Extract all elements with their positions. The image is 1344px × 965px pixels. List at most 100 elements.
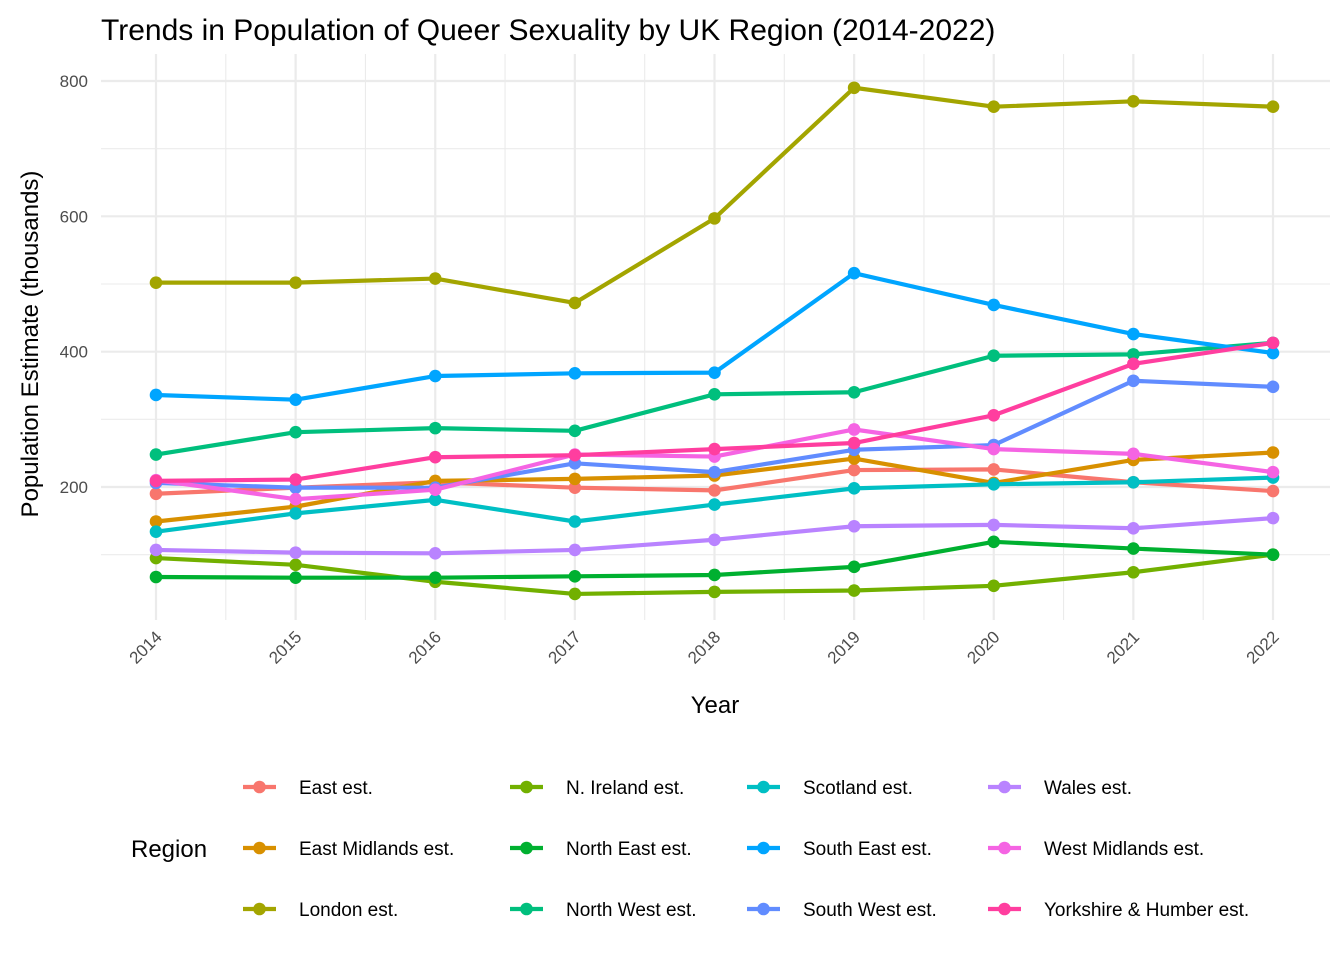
x-tick-label: 2022: [1243, 627, 1283, 667]
data-point: [987, 579, 1001, 593]
data-point: [568, 472, 582, 486]
legend-label: N. Ireland est.: [566, 778, 684, 799]
data-point: [708, 387, 721, 401]
data-point: [1127, 357, 1140, 371]
data-point: [428, 571, 442, 584]
legend-item: East Midlands est.: [243, 839, 454, 860]
data-point: [708, 585, 721, 599]
legend-label: West Midlands est.: [1044, 839, 1204, 860]
y-tick-label: 600: [60, 207, 88, 226]
data-point: [987, 349, 1001, 363]
legend-label: Wales est.: [1044, 778, 1132, 799]
data-point: [847, 519, 861, 533]
data-point: [1266, 511, 1280, 525]
data-point: [568, 296, 582, 310]
data-point: [1127, 521, 1140, 535]
legend-label: South West est.: [803, 900, 937, 921]
data-point: [1266, 484, 1280, 498]
legend-item: N. Ireland est.: [510, 778, 684, 799]
data-point: [289, 546, 302, 559]
series-group: [149, 511, 1280, 560]
data-point: [847, 463, 861, 477]
x-tick-label: 2020: [963, 627, 1003, 667]
legend-key-point: [998, 780, 1011, 794]
x-tick-label: 2014: [126, 627, 166, 667]
legend-key-point: [520, 841, 533, 855]
data-point: [289, 558, 302, 572]
legend-item: Yorkshire & Humber est.: [988, 900, 1249, 921]
y-axis-title: Population Estimate (thousands): [17, 171, 44, 518]
legend-item: North West est.: [510, 900, 697, 921]
data-point: [1127, 447, 1140, 461]
legend-item: West Midlands est.: [988, 839, 1204, 860]
series-group: [149, 471, 1280, 538]
data-point: [1266, 548, 1280, 561]
data-point: [847, 452, 861, 465]
data-point: [847, 385, 861, 399]
data-point: [847, 560, 861, 574]
data-point: [708, 484, 721, 497]
data-point: [1266, 100, 1280, 114]
data-point: [428, 483, 442, 497]
data-point: [149, 515, 163, 528]
data-point: [568, 515, 582, 528]
legend-item: London est.: [243, 900, 398, 921]
data-point: [1127, 95, 1140, 108]
y-tick-label: 200: [60, 478, 88, 497]
data-point: [987, 298, 1001, 312]
x-tick-label: 2015: [265, 627, 305, 667]
legend-key-point: [757, 902, 770, 916]
y-tick-label: 400: [60, 343, 88, 362]
data-point: [149, 570, 163, 584]
data-point: [149, 388, 163, 402]
data-point: [149, 474, 163, 488]
legend-title: Region: [131, 836, 207, 863]
data-point: [149, 448, 163, 461]
data-point: [568, 481, 582, 494]
data-point: [1266, 380, 1280, 394]
x-tick-label: 2021: [1103, 627, 1143, 667]
data-point: [568, 424, 582, 438]
x-tick-label: 2016: [405, 627, 445, 667]
data-point: [428, 450, 442, 464]
data-point: [708, 442, 721, 456]
data-point: [987, 408, 1001, 422]
legend-item: South East est.: [747, 839, 932, 860]
data-point: [1127, 327, 1140, 341]
data-point: [568, 587, 582, 601]
data-point: [708, 212, 721, 225]
data-point: [1266, 336, 1280, 350]
legend-item: East est.: [243, 778, 373, 799]
data-point: [987, 463, 1001, 476]
series-group: [149, 81, 1280, 310]
data-point: [847, 266, 861, 280]
data-point: [708, 533, 721, 547]
legend-label: North East est.: [566, 839, 692, 860]
legend-item: South West est.: [747, 900, 937, 921]
legend-label: East Midlands est.: [299, 839, 454, 860]
data-point: [847, 423, 861, 436]
legend-key-point: [520, 780, 533, 794]
legend-key-point: [757, 841, 770, 855]
data-point: [568, 570, 582, 583]
data-point: [987, 100, 1001, 114]
data-point: [428, 272, 442, 285]
series-lines: [149, 81, 1280, 601]
legend-key-point: [998, 841, 1011, 855]
legend-item: North East est.: [510, 839, 692, 860]
data-point: [987, 518, 1001, 532]
data-point: [847, 584, 861, 597]
data-point: [708, 568, 721, 582]
legend-label: London est.: [299, 900, 398, 921]
x-tick-label: 2018: [684, 627, 724, 667]
data-point: [428, 493, 442, 507]
legend-label: South East est.: [803, 839, 932, 860]
chart-title: Trends in Population of Queer Sexuality …: [101, 14, 995, 47]
x-axis-ticks: 2014 2015 2016 2017 2018 2019 2020 2021 2022: [126, 627, 1283, 667]
data-point: [289, 473, 302, 486]
data-point: [1127, 542, 1140, 555]
data-point: [708, 366, 721, 379]
y-axis-ticks: 200 400 600 800: [60, 72, 88, 497]
